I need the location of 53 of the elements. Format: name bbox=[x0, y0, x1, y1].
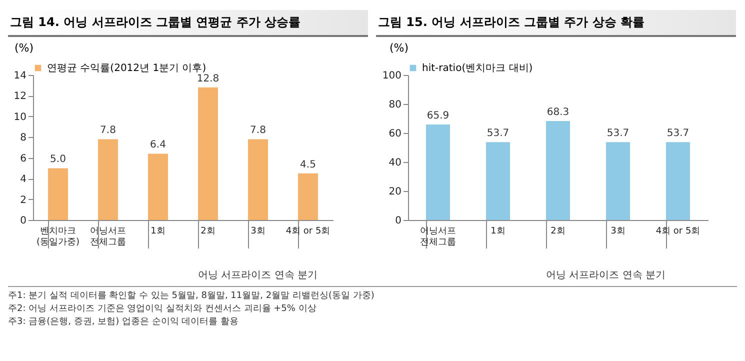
bar bbox=[48, 168, 68, 220]
text: 53.7 bbox=[606, 128, 630, 140]
x-tick-label: 2회 bbox=[200, 226, 216, 236]
legend-label: 연평균 수익률(2012년 1분기 이후) bbox=[47, 63, 206, 74]
x-tick-label: 4회 or 5회 bbox=[286, 226, 330, 236]
bar bbox=[298, 173, 318, 220]
y-tick-label: 4 bbox=[20, 174, 26, 186]
y-tick-label: 2 bbox=[20, 194, 26, 206]
x-tick-label: 3회 bbox=[250, 226, 266, 236]
text: 7.8 bbox=[100, 125, 116, 136]
y-axis-title: (%) bbox=[389, 42, 408, 54]
text: 4.5 bbox=[300, 159, 316, 170]
bar bbox=[148, 154, 168, 220]
text: 주2: 어닝 서프라이즈 기준은 영업이익 실적치와 컨센서스 괴리율 +5% 이상 bbox=[8, 303, 318, 316]
y-axis-title: (%) bbox=[14, 42, 34, 54]
bar bbox=[98, 139, 118, 220]
x-tick-label: 어닝서프 전체그룹 bbox=[90, 226, 126, 248]
x-tick-label: 어닝서프 전체그룹 bbox=[420, 226, 456, 248]
bar bbox=[198, 87, 218, 220]
y-tick-label: 14 bbox=[14, 70, 26, 82]
y-tick-label: 8 bbox=[20, 132, 26, 144]
y-tick-label: 60 bbox=[388, 128, 402, 140]
y-tick-label: 6 bbox=[20, 153, 26, 164]
text: 6.4 bbox=[150, 140, 166, 151]
text: 어닝 서프라이즈 연속 분기 bbox=[546, 269, 666, 282]
x-tick-label: 4회 or 5회 bbox=[656, 226, 700, 236]
legend-label: hit-ratio(벤치마크 대비) bbox=[422, 63, 533, 74]
bar bbox=[248, 139, 268, 220]
x-tick-label: 3회 bbox=[610, 226, 626, 236]
text: 주3: 금융(은행, 증권, 보험) 업종은 순이익 데이터를 활용 bbox=[8, 316, 240, 329]
text: 어닝 서프라이즈 연속 분기 bbox=[198, 269, 318, 282]
y-tick-label: 0 bbox=[20, 216, 26, 226]
x-tick-label: 2회 bbox=[550, 226, 566, 236]
text: 주1: 분기 실적 데이터를 확인할 수 있는 5월말, 8월말, 11월말, 2월말 리밸런싱(동일 가중) bbox=[8, 290, 376, 303]
x-tick-label: 1회 bbox=[150, 226, 166, 236]
text: 5.0 bbox=[50, 154, 66, 166]
text: 12.8 bbox=[196, 73, 220, 84]
text: 65.9 bbox=[426, 110, 450, 122]
text: 68.3 bbox=[546, 106, 570, 118]
y-tick-label: 20 bbox=[388, 186, 402, 198]
y-tick-label: 12 bbox=[14, 91, 26, 102]
y-tick-label: 10 bbox=[14, 112, 26, 123]
chart-title: 그림 15. 어닝 서프라이즈 그룹별 주가 상승 확률 bbox=[376, 10, 736, 37]
text: 7.8 bbox=[250, 125, 266, 136]
y-tick-label: 80 bbox=[388, 100, 402, 110]
y-tick-label: 40 bbox=[388, 158, 402, 168]
y-tick-label: 100 bbox=[382, 70, 402, 82]
text: 53.7 bbox=[486, 128, 510, 140]
chart-title: 그림 14. 어닝 서프라이즈 그룹별 연평균 주가 상승률 bbox=[8, 10, 368, 37]
x-tick-label: 1회 bbox=[490, 226, 506, 236]
y-tick-label: 0 bbox=[395, 216, 402, 226]
x-tick-label: 벤치마크 (동일가중) bbox=[36, 226, 80, 248]
text: 53.7 bbox=[666, 128, 690, 140]
